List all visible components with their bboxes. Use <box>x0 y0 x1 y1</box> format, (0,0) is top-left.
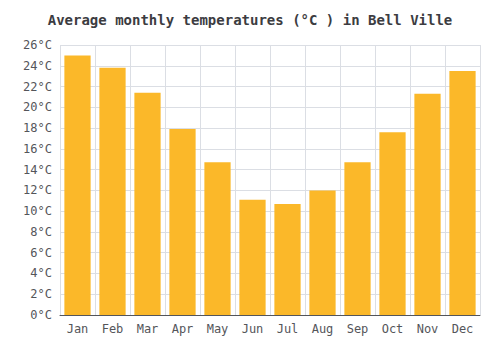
svg-text:Nov: Nov <box>417 322 439 336</box>
svg-text:Jul: Jul <box>277 322 299 336</box>
svg-text:22°C: 22°C <box>23 80 52 94</box>
svg-text:Mar: Mar <box>137 322 159 336</box>
svg-text:10°C: 10°C <box>23 204 52 218</box>
svg-text:16°C: 16°C <box>23 142 52 156</box>
svg-text:Average monthly temperatures (: Average monthly temperatures (°C ) in Be… <box>48 12 453 28</box>
svg-text:8°C: 8°C <box>30 225 52 239</box>
svg-text:12°C: 12°C <box>23 183 52 197</box>
svg-text:20°C: 20°C <box>23 100 52 114</box>
svg-text:Feb: Feb <box>102 322 124 336</box>
svg-text:Oct: Oct <box>382 322 404 336</box>
svg-text:18°C: 18°C <box>23 121 52 135</box>
svg-text:Apr: Apr <box>172 322 194 336</box>
svg-text:14°C: 14°C <box>23 163 52 177</box>
svg-text:4°C: 4°C <box>30 266 52 280</box>
svg-text:6°C: 6°C <box>30 246 52 260</box>
svg-text:Aug: Aug <box>312 322 334 336</box>
svg-text:2°C: 2°C <box>30 287 52 301</box>
svg-text:24°C: 24°C <box>23 59 52 73</box>
svg-text:26°C: 26°C <box>23 38 52 52</box>
svg-text:0°C: 0°C <box>30 308 52 322</box>
svg-text:Sep: Sep <box>347 322 369 336</box>
svg-text:Jan: Jan <box>67 322 89 336</box>
svg-text:Jun: Jun <box>242 322 264 336</box>
svg-text:Dec: Dec <box>452 322 474 336</box>
svg-text:May: May <box>207 322 229 336</box>
